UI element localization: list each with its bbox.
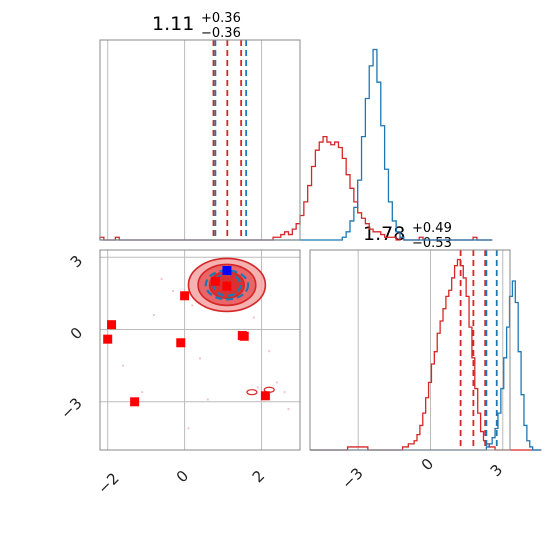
title-y-plus: +0.49: [412, 221, 452, 236]
histogram-y-blue-series: [310, 280, 542, 451]
y-tick-label: 3: [67, 252, 86, 271]
red-square-marker: [260, 391, 270, 401]
title-x-median: 1.11: [152, 13, 194, 35]
y-hist-tick-label: 3: [487, 461, 506, 480]
histogram-y-frame: [309, 249, 511, 451]
red-square-marker: [176, 338, 186, 348]
small-red-contour: [246, 389, 258, 396]
blue-square-marker: [222, 265, 232, 275]
scatter-contour-panel: [99, 249, 301, 451]
faint-point: [199, 357, 201, 360]
faint-point: [152, 314, 155, 317]
red-square-marker: [130, 397, 140, 407]
x-tick-label: 2: [249, 467, 268, 486]
x-tick-label: −2: [94, 469, 122, 497]
histogram-x-frame: [99, 39, 301, 241]
y-hist-tick-label: −3: [338, 464, 366, 492]
faint-point: [252, 316, 255, 319]
title-x-plus: +0.36: [201, 11, 241, 26]
faint-point: [122, 364, 125, 367]
y-hist-tick-label: 0: [418, 455, 437, 474]
faint-point: [191, 304, 194, 307]
faint-point: [256, 386, 259, 389]
red-square-marker: [107, 320, 117, 330]
y-tick-label: −3: [57, 394, 85, 422]
histogram-panel-x: [99, 39, 493, 241]
red-square-marker: [180, 291, 190, 301]
faint-point: [268, 350, 271, 353]
red-square-marker: [210, 276, 220, 286]
histogram-y-red-series: [310, 258, 542, 451]
red-square-marker: [222, 281, 232, 291]
title-x: 1.11 +0.36 −0.36: [152, 11, 241, 41]
faint-point: [160, 277, 163, 280]
title-x-minus: −0.36: [201, 26, 241, 41]
x-tick-label: 0: [173, 467, 192, 486]
faint-point: [287, 408, 290, 411]
tick-labels: −2 0 2 −3 0 3 −3 0 3: [57, 252, 506, 498]
blue-contour: [204, 269, 250, 301]
histogram-x-blue-series: [100, 48, 493, 241]
red-square-marker: [103, 334, 113, 344]
faint-point: [283, 391, 286, 394]
scatter-frame: [99, 249, 301, 451]
title-y: 1.78 +0.49 −0.53: [363, 221, 452, 251]
faint-point: [275, 381, 278, 384]
red-square-marker: [239, 331, 249, 341]
histogram-panel-y: [309, 249, 542, 451]
y-tick-label: 0: [67, 324, 86, 343]
faint-point: [172, 289, 175, 292]
faint-point: [141, 391, 144, 394]
faint-point: [206, 398, 209, 401]
title-y-minus: −0.53: [412, 236, 452, 251]
faint-point: [187, 427, 190, 430]
